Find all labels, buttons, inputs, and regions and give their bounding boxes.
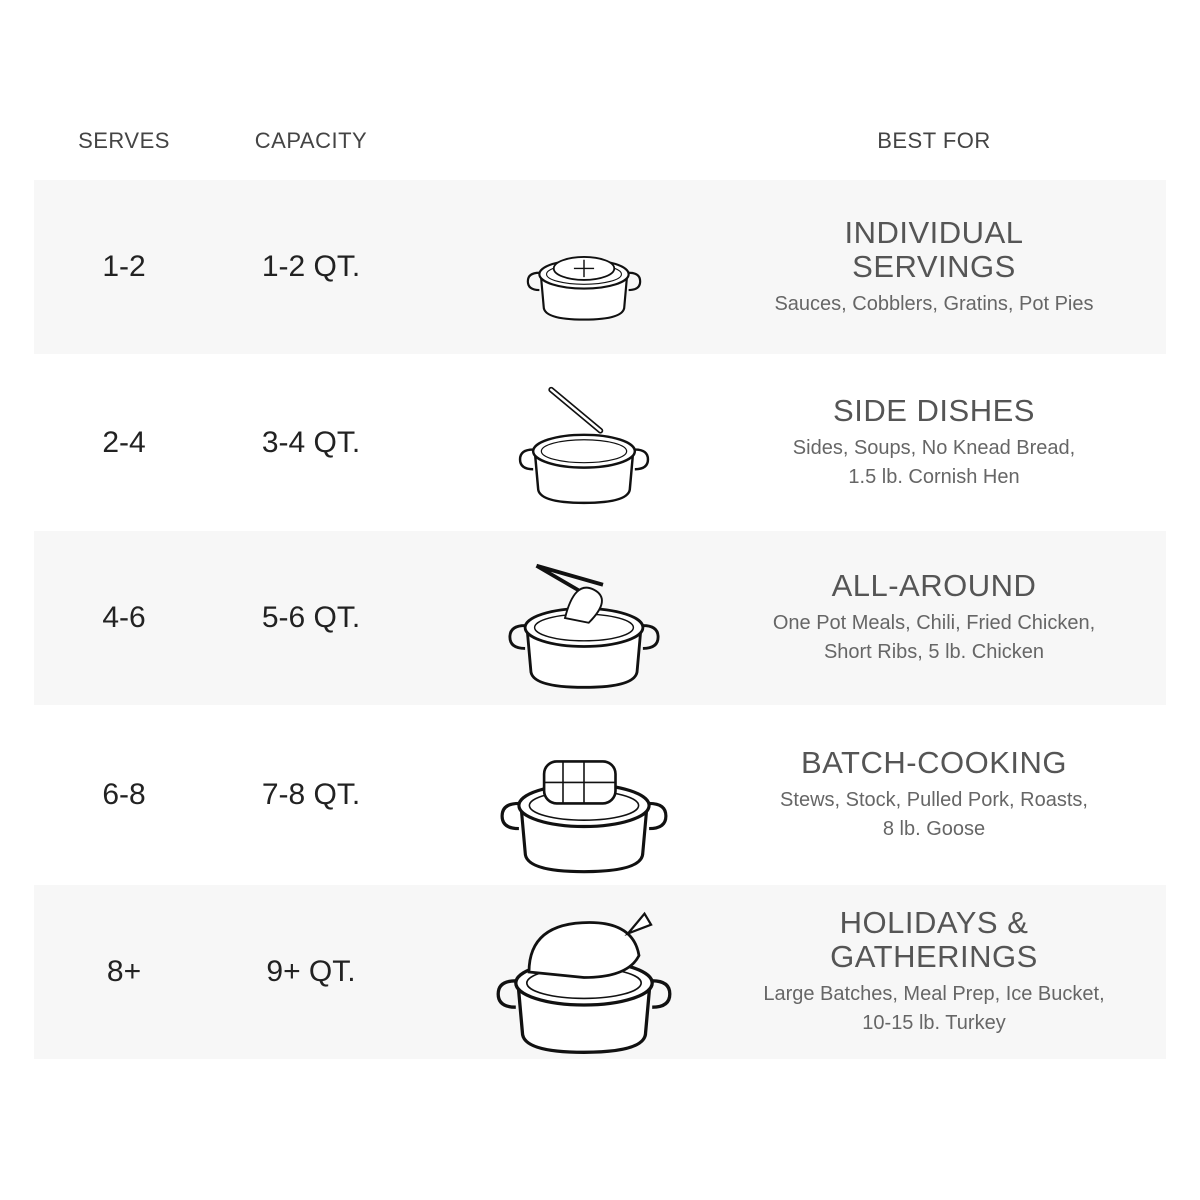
best-for: SIDE DISHES Sides, Soups, No Knead Bread… xyxy=(734,354,1134,531)
best-for-title: SIDE DISHES xyxy=(833,392,1035,428)
best-for-title: ALL-AROUND xyxy=(831,568,1037,603)
best-for: BATCH-COOKING Stews, Stock, Pulled Pork,… xyxy=(734,705,1134,885)
best-for: ALL-AROUND One Pot Meals, Chili, Fried C… xyxy=(734,531,1134,705)
best-for-description: Sides, Soups, No Knead Bread, 1.5 lb. Cor… xyxy=(792,436,1076,488)
table-row: 6-8 7-8 QT. BATCH-COOKING Stews, Stock, … xyxy=(34,705,1166,885)
serves-value: 2-4 xyxy=(102,425,146,459)
best-for: INDIVIDUAL SERVINGS Sauces, Cobblers, Gra… xyxy=(734,180,1134,354)
best-for-description: Stews, Stock, Pulled Pork, Roasts, 8 lb. … xyxy=(780,789,1088,840)
capacity-value: 9+ QT. xyxy=(266,955,356,988)
best-for-title: BATCH-COOKING xyxy=(801,745,1067,780)
best-for-title: HOLIDAYS & GATHERINGS xyxy=(830,905,1038,974)
capacity-value: 5-6 QT. xyxy=(261,601,361,634)
best-for-title: INDIVIDUAL SERVINGS xyxy=(844,214,1024,284)
capacity-value: 7-8 QT. xyxy=(261,778,361,811)
pot-with-roast-icon xyxy=(464,705,704,885)
best-for-description: Large Batches, Meal Prep, Ice Bucket, 10-… xyxy=(763,983,1105,1034)
header-serves: SERVES xyxy=(78,128,170,153)
capacity-value: 1-2 QT. xyxy=(261,250,361,283)
capacity-value: 3-4 QT. xyxy=(261,425,361,459)
table-row: 1-2 1-2 QT. INDIVIDUAL SERVINGS Sauces, C… xyxy=(34,180,1166,354)
header-best-for: BEST FOR xyxy=(877,128,991,153)
header-capacity: CAPACITY xyxy=(254,128,368,153)
best-for-description: One Pot Meals, Chili, Fried Chicken, Shor… xyxy=(772,612,1096,663)
table-row: 2-4 3-4 QT. SIDE DISHES Sides, Soups, No… xyxy=(34,354,1166,531)
pot-with-spoon-icon xyxy=(464,354,704,531)
best-for-description: Sauces, Cobblers, Gratins, Pot Pies xyxy=(774,292,1094,315)
serves-value: 8+ xyxy=(106,955,142,988)
pot-with-tongs-icon xyxy=(464,531,704,705)
table-row: 8+ 9+ QT. HOLIDAYS & GATHERINGS Large Bat… xyxy=(34,885,1166,1059)
serves-value: 4-6 xyxy=(102,601,146,634)
pot-with-turkey-icon xyxy=(464,885,704,1059)
serves-value: 1-2 xyxy=(102,250,146,283)
pot-pie-icon xyxy=(464,180,704,354)
table-row: 4-6 5-6 QT. ALL-AROUND One Pot Meals, Ch… xyxy=(34,531,1166,705)
best-for: HOLIDAYS & GATHERINGS Large Batches, Meal… xyxy=(734,885,1134,1059)
serves-value: 6-8 xyxy=(102,778,146,811)
